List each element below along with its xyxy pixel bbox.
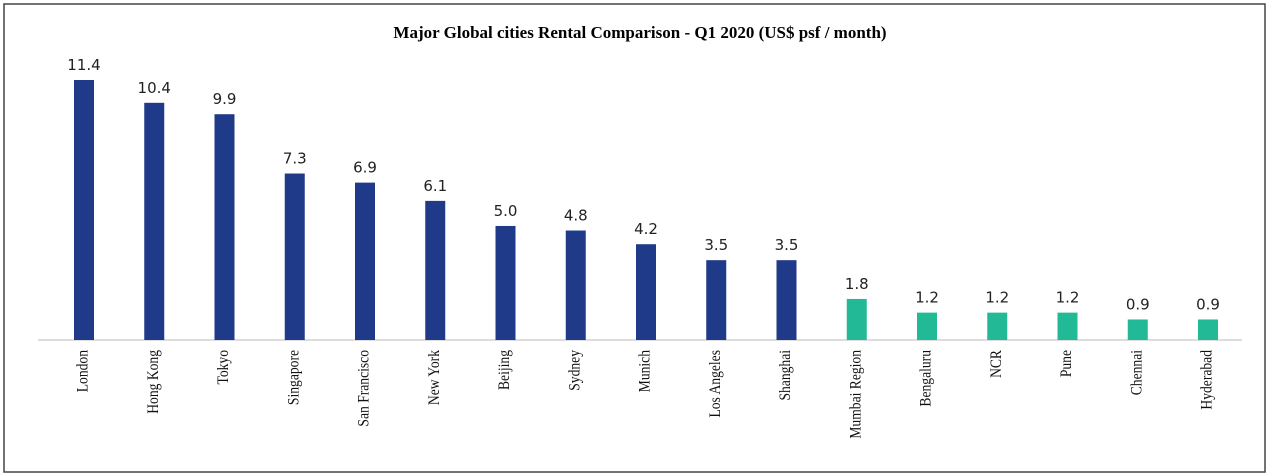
- value-label: 9.9: [213, 90, 237, 108]
- value-label: 4.8: [564, 207, 588, 225]
- x-tick-label: San Francisco: [356, 350, 373, 427]
- bar: [1057, 312, 1078, 340]
- chart-title: Major Global cities Rental Comparison - …: [393, 23, 886, 42]
- value-label: 5.0: [494, 202, 518, 220]
- x-tick-label: Mumbai Region: [847, 349, 864, 438]
- x-tick-label: Pune: [1058, 350, 1075, 378]
- value-label: 0.9: [1196, 295, 1220, 313]
- value-label: 3.5: [704, 236, 728, 254]
- value-label: 7.3: [283, 150, 307, 168]
- value-label: 1.2: [1056, 289, 1080, 307]
- x-tick-label: Tokyo: [215, 350, 232, 385]
- x-tick-label: NCR: [988, 350, 1005, 378]
- frame: [3, 3, 1266, 473]
- bar: [144, 102, 165, 341]
- value-label: 6.9: [353, 159, 377, 177]
- x-tick-label: New York: [426, 349, 443, 405]
- bar: [425, 200, 446, 340]
- bar: [917, 312, 937, 340]
- value-label: 3.5: [775, 236, 799, 254]
- value-label: 4.2: [634, 220, 658, 238]
- x-tick-label: Singapore: [285, 350, 302, 405]
- bar: [987, 312, 1008, 340]
- x-tick-label: Beijing: [496, 349, 513, 390]
- bar: [495, 225, 516, 340]
- x-tick-label: London: [75, 349, 92, 392]
- x-tick-label: Shanghai: [777, 350, 794, 401]
- value-label: 6.1: [423, 177, 447, 195]
- bar: [1127, 319, 1148, 340]
- bar: [565, 230, 586, 340]
- bar: [214, 114, 235, 340]
- x-tick-label: Bengaluru: [918, 349, 935, 406]
- x-tick-label: Los Angeles: [707, 350, 724, 418]
- x-tick-label: Hyderabad: [1199, 349, 1216, 409]
- x-tick-label: Munich: [637, 349, 654, 392]
- x-tick-label: Sydney: [566, 349, 583, 390]
- bar: [776, 260, 797, 340]
- bar: [636, 244, 656, 340]
- bar: [706, 260, 727, 340]
- x-tick-label: Chennai: [1128, 350, 1145, 395]
- bar: [284, 173, 305, 340]
- value-label: 1.2: [915, 289, 939, 307]
- bar: [74, 80, 94, 340]
- value-label: 10.4: [138, 79, 171, 97]
- bar: [355, 182, 375, 340]
- value-label: 1.8: [845, 275, 869, 293]
- value-label: 0.9: [1126, 295, 1150, 313]
- bar: [1198, 319, 1218, 340]
- bar: [846, 298, 867, 340]
- value-label: 1.2: [985, 289, 1009, 307]
- value-label: 11.4: [67, 56, 100, 74]
- x-tick-label: Hong Kong: [145, 349, 162, 413]
